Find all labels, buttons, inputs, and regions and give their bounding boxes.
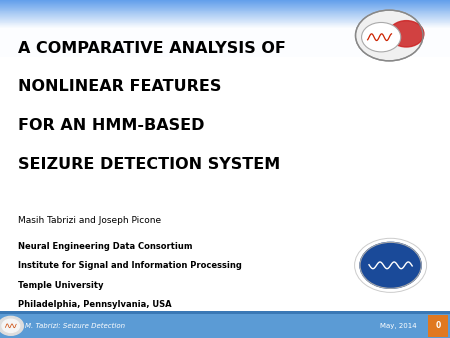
- Bar: [0, 15, 450, 43]
- Bar: [0, 23, 450, 51]
- Bar: [0, 15, 450, 44]
- Bar: [0, 27, 450, 56]
- Bar: [0, 10, 450, 39]
- Circle shape: [389, 21, 424, 47]
- Bar: [0, 24, 450, 53]
- Circle shape: [360, 242, 421, 288]
- Bar: [0, 23, 450, 52]
- Text: NONLINEAR FEATURES: NONLINEAR FEATURES: [18, 79, 221, 94]
- Bar: [0, 5, 450, 33]
- Text: Temple University: Temple University: [18, 281, 104, 290]
- Bar: [0, 15, 450, 44]
- Bar: [0, 23, 450, 52]
- Circle shape: [0, 316, 23, 335]
- Bar: [0, 5, 450, 34]
- Bar: [0, 16, 450, 45]
- Bar: [0, 314, 450, 338]
- Circle shape: [362, 23, 400, 52]
- Bar: [0, 26, 450, 55]
- Bar: [0, 4, 450, 32]
- Bar: [0, 7, 450, 36]
- Bar: [0, 17, 450, 46]
- Bar: [0, 0, 450, 29]
- Bar: [0, 20, 450, 49]
- Bar: [0, 1, 450, 30]
- Text: 0: 0: [436, 321, 441, 330]
- Bar: [0, 18, 450, 47]
- Bar: [0, 8, 450, 37]
- Text: M. Tabrizi: Seizure Detection: M. Tabrizi: Seizure Detection: [25, 323, 125, 329]
- Bar: [0, 21, 450, 49]
- Text: A COMPARATIVE ANALYSIS OF: A COMPARATIVE ANALYSIS OF: [18, 41, 286, 55]
- Bar: [0, 7, 450, 35]
- Bar: [0, 10, 450, 39]
- Bar: [0, 0, 450, 29]
- Text: Neural Engineering Data Consortium: Neural Engineering Data Consortium: [18, 242, 193, 251]
- Bar: [0, 6, 450, 34]
- Bar: [428, 315, 448, 337]
- Bar: [0, 8, 450, 38]
- Bar: [0, 18, 450, 46]
- Bar: [0, 24, 450, 53]
- Bar: [0, 25, 450, 54]
- Bar: [0, 3, 450, 32]
- Bar: [0, 19, 450, 48]
- Bar: [0, 3, 450, 32]
- Bar: [0, 21, 450, 50]
- Bar: [0, 9, 450, 38]
- Bar: [0, 13, 450, 41]
- Circle shape: [356, 10, 423, 61]
- Circle shape: [2, 319, 20, 333]
- Bar: [0, 26, 450, 54]
- Bar: [0, 8, 450, 37]
- Bar: [0, 14, 450, 42]
- Bar: [0, 19, 450, 47]
- Text: Masih Tabrizi and Joseph Picone: Masih Tabrizi and Joseph Picone: [18, 216, 161, 225]
- Text: SEIZURE DETECTION SYSTEM: SEIZURE DETECTION SYSTEM: [18, 157, 280, 172]
- Bar: [0, 22, 450, 50]
- Bar: [0, 11, 450, 40]
- Bar: [0, 12, 450, 41]
- Bar: [0, 2, 450, 31]
- Bar: [0, 16, 450, 45]
- Bar: [0, 22, 450, 51]
- Text: Philadelphia, Pennsylvania, USA: Philadelphia, Pennsylvania, USA: [18, 300, 171, 310]
- Bar: [0, 6, 450, 35]
- Bar: [0, 1, 450, 30]
- Bar: [0, 4, 450, 33]
- Bar: [0, 27, 450, 55]
- Bar: [0, 28, 450, 57]
- Bar: [0, 11, 450, 40]
- Bar: [0, 13, 450, 42]
- Bar: [0, 311, 450, 314]
- Text: FOR AN HMM-BASED: FOR AN HMM-BASED: [18, 118, 204, 133]
- Bar: [0, 25, 450, 54]
- Text: May, 2014: May, 2014: [380, 323, 417, 329]
- Text: Institute for Signal and Information Processing: Institute for Signal and Information Pro…: [18, 261, 242, 270]
- Bar: [0, 28, 450, 56]
- Bar: [0, 2, 450, 31]
- Bar: [0, 20, 450, 48]
- Bar: [0, 14, 450, 43]
- Bar: [0, 9, 450, 38]
- Bar: [0, 17, 450, 46]
